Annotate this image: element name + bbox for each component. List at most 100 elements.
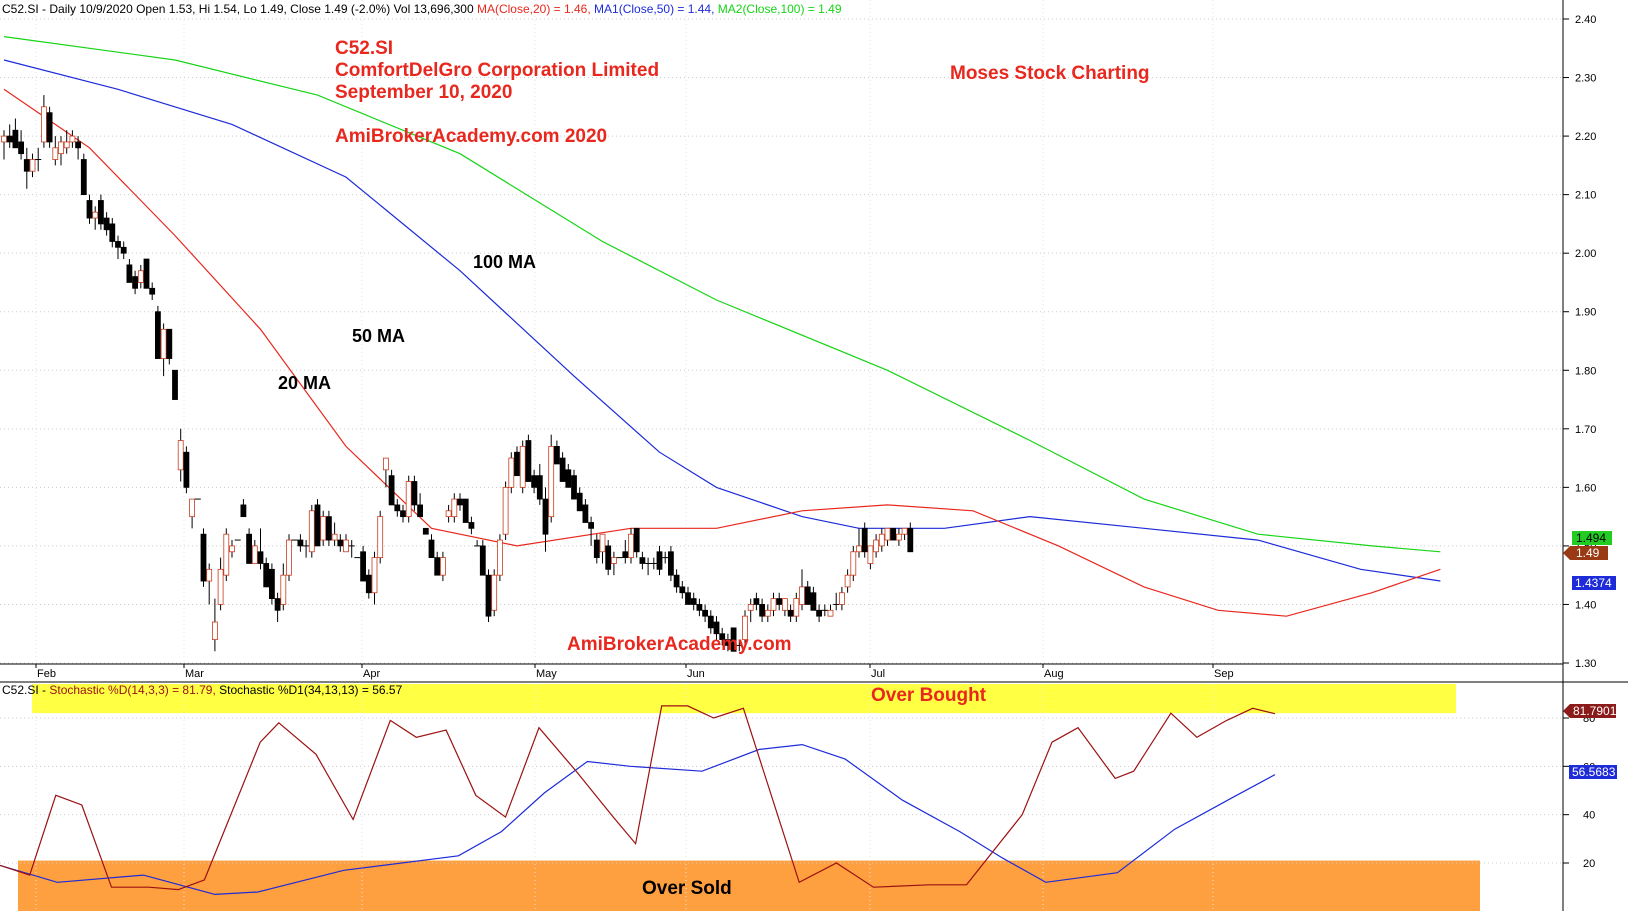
candle xyxy=(217,557,224,611)
ma-labels: 100 MA 50 MA 20 MA xyxy=(278,252,536,393)
candle xyxy=(154,305,161,359)
candle xyxy=(776,592,783,611)
candle xyxy=(764,604,771,623)
candle xyxy=(753,592,760,611)
candle xyxy=(491,569,498,617)
candle xyxy=(246,528,253,564)
stoch-slow-header: Stochastic %D1(34,13,13) = 56.57 xyxy=(219,683,402,697)
month-label: Apr xyxy=(363,668,380,680)
ma50-header: MA1(Close,50) = 1.44, xyxy=(594,2,718,16)
candle xyxy=(867,545,874,570)
candle xyxy=(730,627,737,652)
candle xyxy=(576,487,583,512)
month-grid xyxy=(35,0,1214,664)
candle xyxy=(884,527,891,546)
candle xyxy=(485,569,492,623)
candle xyxy=(18,130,25,160)
candle xyxy=(707,610,714,634)
candle xyxy=(120,241,127,260)
price-tick-label: 2.30 xyxy=(1575,73,1596,85)
candle xyxy=(417,493,424,518)
candle xyxy=(639,551,646,570)
price-tick-label: 1.70 xyxy=(1575,424,1596,436)
month-label: Aug xyxy=(1044,668,1064,680)
company-title: ComfortDelGro Corporation Limited xyxy=(335,60,659,81)
month-label: Feb xyxy=(37,668,56,680)
candle xyxy=(668,545,674,582)
candle xyxy=(69,130,76,148)
candle xyxy=(35,147,42,172)
candle xyxy=(548,434,555,523)
price-tick-label: 1.30 xyxy=(1575,658,1596,670)
candle xyxy=(29,153,36,178)
ma50-badge-bg xyxy=(1572,576,1616,590)
candle xyxy=(593,534,600,564)
candle xyxy=(348,540,355,558)
candle xyxy=(320,510,327,546)
ticker-title: C52.SI xyxy=(335,38,393,59)
candle xyxy=(793,592,800,623)
price-header-prefix: C52.SI - Daily 10/9/2020 Open 1.53, Hi 1… xyxy=(2,2,477,16)
candle xyxy=(810,586,817,611)
candle xyxy=(137,264,144,289)
candle xyxy=(274,592,281,623)
oversold-band xyxy=(18,860,1480,911)
candle xyxy=(314,499,321,547)
candle xyxy=(360,545,367,582)
candle xyxy=(479,540,486,576)
candle xyxy=(200,528,207,587)
candle xyxy=(827,604,834,617)
candle xyxy=(719,627,726,646)
candle xyxy=(337,534,344,552)
candle xyxy=(75,136,81,160)
stoch-fast-badge-bg xyxy=(1563,704,1616,718)
ma50-line xyxy=(3,59,1441,582)
candle xyxy=(559,452,566,482)
candle xyxy=(611,551,617,576)
title-annotations: C52.SI ComfortDelGro Corporation Limited… xyxy=(335,38,1150,655)
ma50-badge: 1.4374 xyxy=(1575,576,1612,590)
price-axis-ticks: 2.402.302.202.102.001.901.801.701.601.50… xyxy=(1563,14,1596,670)
label-50ma: 50 MA xyxy=(352,326,405,346)
stoch-fast-header: Stochastic %D(14,3,3) = 81.79, xyxy=(49,683,219,697)
candle xyxy=(525,434,532,482)
candle xyxy=(126,259,133,283)
candle xyxy=(804,581,811,605)
candle xyxy=(582,499,589,523)
candle xyxy=(400,504,406,523)
candle xyxy=(679,581,686,599)
candle xyxy=(588,516,594,546)
candle xyxy=(713,616,720,640)
candle xyxy=(189,498,196,529)
candle xyxy=(411,475,418,511)
candle xyxy=(531,469,537,494)
stoch-fast-line xyxy=(0,705,1276,891)
candle xyxy=(143,258,150,289)
candle xyxy=(599,533,606,564)
candle xyxy=(839,586,845,611)
candle xyxy=(856,528,862,558)
candle xyxy=(325,510,332,546)
price-tick-label: 1.90 xyxy=(1575,307,1596,319)
candle xyxy=(685,586,691,605)
candle xyxy=(645,557,652,576)
candle xyxy=(542,487,549,552)
candle xyxy=(650,557,657,570)
price-badges: 1.494 1.49 1.4374 xyxy=(1563,531,1616,590)
month-label: Sep xyxy=(1214,668,1234,680)
stoch-fast-badge: 81.7901 xyxy=(1573,704,1617,718)
stoch-tick-label: 40 xyxy=(1583,810,1595,822)
candle xyxy=(172,369,178,400)
candle xyxy=(747,598,754,623)
candle xyxy=(1,130,7,160)
candle xyxy=(211,598,218,652)
stoch-header: C52.SI - Stochastic %D(14,3,3) = 81.79, … xyxy=(2,683,403,697)
candle xyxy=(787,604,794,623)
site-year-title: AmiBrokerAcademy.com 2020 xyxy=(335,126,607,147)
candle xyxy=(439,551,446,582)
price-tick-label: 2.40 xyxy=(1575,14,1596,26)
candle xyxy=(508,452,515,494)
candle xyxy=(554,440,560,465)
candle xyxy=(177,428,184,482)
candle xyxy=(468,516,475,535)
